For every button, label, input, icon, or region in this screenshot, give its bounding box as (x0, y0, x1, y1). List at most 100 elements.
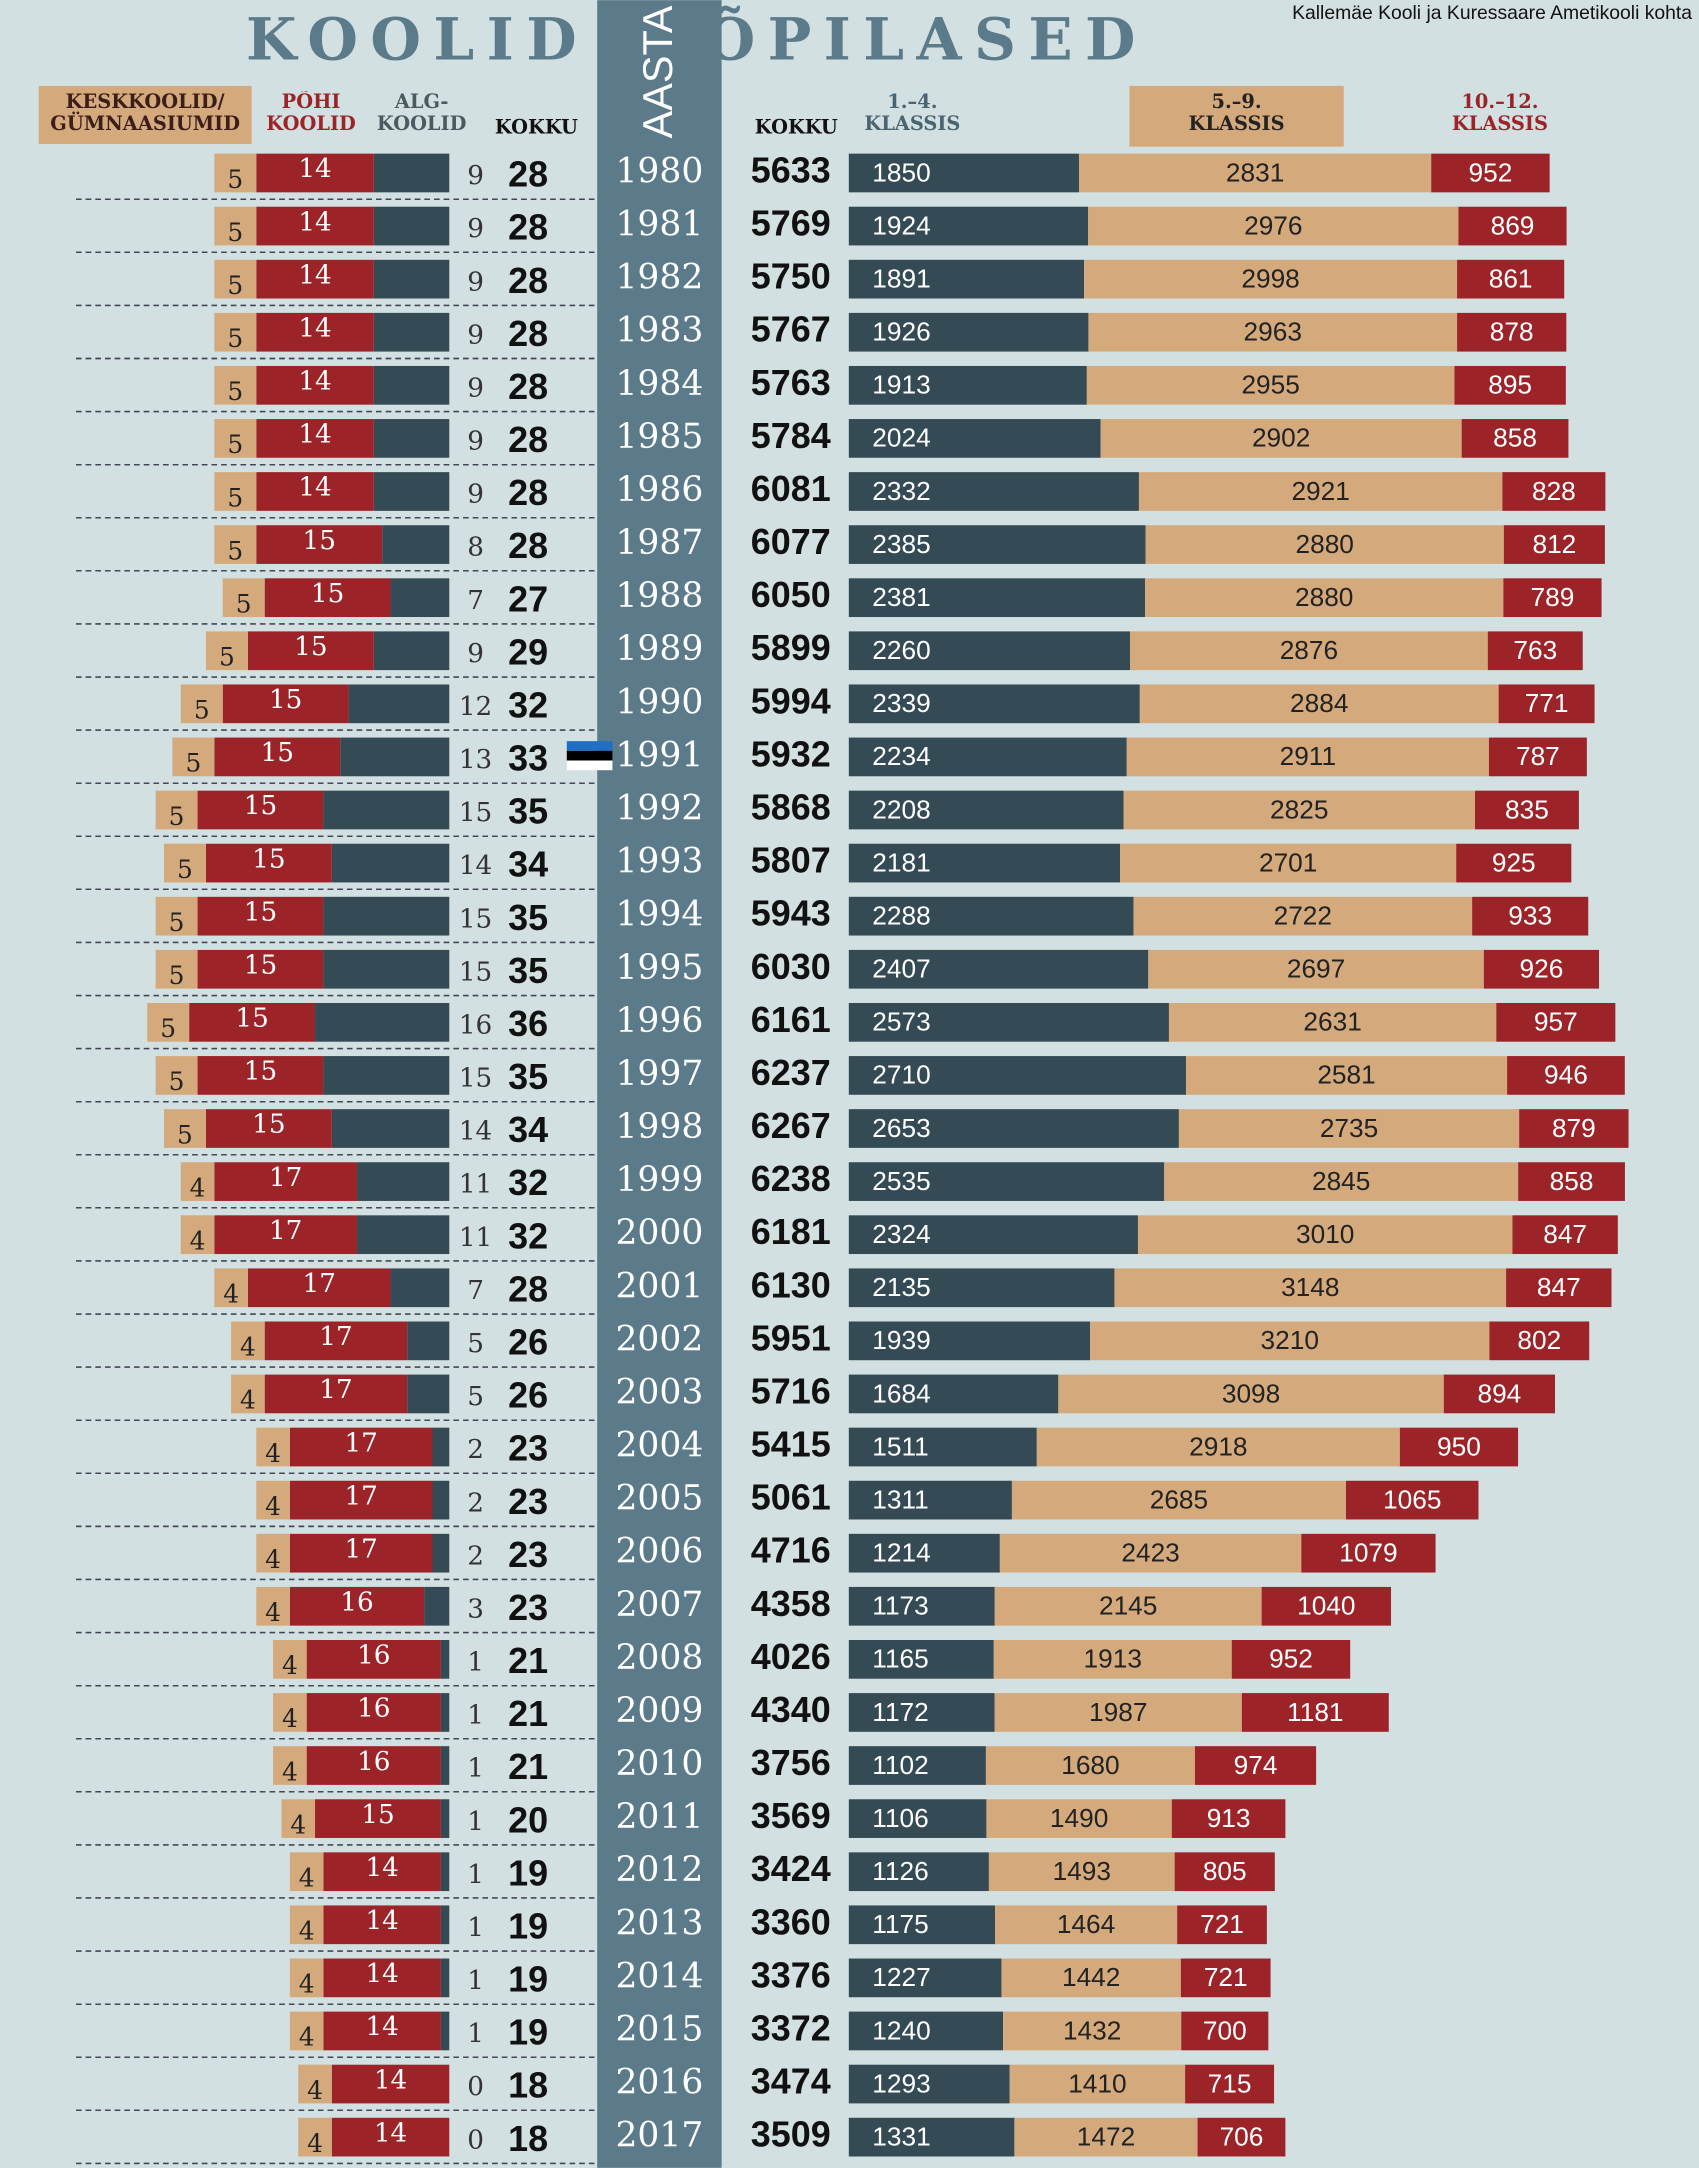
bar-segment (407, 1322, 449, 1361)
data-label: 3010 (1296, 1219, 1354, 1249)
year-label: 2008 (615, 1638, 703, 1678)
data-label: 15 (269, 685, 302, 715)
year-label: 1980 (615, 151, 703, 191)
total-label: 5769 (751, 203, 831, 244)
data-label: 14 (298, 473, 331, 503)
data-label: 12 (459, 692, 492, 722)
data-label: 895 (1488, 370, 1532, 400)
bar-segment (332, 1109, 449, 1148)
year-label: 2015 (615, 2009, 703, 2049)
total-label: 19 (508, 1905, 548, 1946)
data-label: 802 (1517, 1325, 1561, 1355)
total-label: 32 (508, 1162, 548, 1203)
data-label: 812 (1532, 529, 1576, 559)
data-label: 2288 (872, 900, 930, 930)
data-label: 2884 (1290, 688, 1348, 718)
year-label: 1995 (615, 948, 703, 988)
flag-stripe (567, 751, 613, 761)
data-label: 4 (265, 1598, 281, 1627)
total-label: 26 (508, 1375, 548, 1416)
data-label: 7 (467, 1276, 484, 1306)
total-label: 32 (508, 684, 548, 725)
total-label: 35 (508, 897, 548, 938)
totals-header: KOKKU (495, 116, 578, 139)
data-label: 4 (240, 1386, 256, 1415)
data-label: 5 (169, 802, 185, 831)
data-label: 9 (467, 214, 484, 244)
data-label: 1240 (872, 2015, 930, 2045)
data-label: 1 (467, 1807, 484, 1837)
data-label: 14 (298, 207, 331, 237)
bar-segment (433, 1534, 450, 1573)
total-label: 5415 (751, 1424, 831, 1465)
data-label: 17 (344, 1481, 377, 1511)
year-label: 1993 (615, 842, 703, 882)
bar-segment (357, 1162, 449, 1201)
data-label: 1490 (1050, 1803, 1108, 1833)
data-label: 2701 (1259, 847, 1317, 877)
data-label: 7 (467, 586, 484, 616)
data-label: 14 (298, 154, 331, 184)
data-label: 700 (1203, 2015, 1247, 2045)
data-label: 15 (361, 1800, 394, 1830)
total-label: 4026 (751, 1636, 831, 1677)
total-label: 28 (508, 1268, 548, 1309)
year-label: 1996 (615, 1001, 703, 1041)
data-label: 14 (459, 1117, 492, 1147)
year-label: 2000 (615, 1213, 703, 1253)
series-header: 10.–12. KLASSIS (1424, 91, 1576, 135)
data-label: 1 (467, 1966, 484, 1996)
bar-segment (433, 1481, 450, 1520)
year-label: 1990 (615, 682, 703, 722)
data-label: 721 (1204, 1962, 1248, 1992)
bar-segment (441, 1746, 449, 1785)
year-label: 1987 (615, 523, 703, 563)
data-label: 4 (265, 1492, 281, 1521)
year-column-title: AASTA (634, 5, 681, 138)
data-label: 5 (169, 1067, 185, 1096)
data-label: 16 (459, 1010, 492, 1040)
bar-segment (332, 844, 449, 883)
series-header-box: 10.–12. KLASSIS (1424, 91, 1576, 141)
bar-segment (374, 154, 450, 193)
bar-segment (441, 1852, 449, 1891)
data-label: 15 (459, 957, 492, 987)
bar-segment (340, 738, 449, 777)
bar-segment (374, 260, 450, 299)
total-label: 6077 (751, 521, 831, 562)
bar-segment (374, 419, 450, 458)
data-label: 17 (269, 1216, 302, 1246)
year-label: 1992 (615, 789, 703, 829)
data-label: 14 (365, 2012, 398, 2042)
bar-segment (441, 1959, 449, 1998)
data-label: 1472 (1077, 2121, 1135, 2151)
data-label: 2535 (872, 1166, 930, 1196)
bar-segment (441, 1693, 449, 1732)
series-header-box: PÕHI KOOLID (256, 91, 367, 141)
year-label: 2002 (615, 1319, 703, 1359)
bar-segment (323, 791, 449, 830)
bar-segment (407, 1375, 449, 1414)
series-header: 1.–4. KLASSIS (843, 91, 981, 135)
data-label: 1 (467, 1648, 484, 1678)
data-label: 5 (227, 165, 243, 194)
data-label: 4 (299, 1864, 315, 1893)
data-label: 2234 (872, 741, 930, 771)
total-label: 20 (508, 1799, 548, 1840)
series-header: ALG- KOOLID (366, 91, 477, 135)
total-label: 19 (508, 1852, 548, 1893)
data-label: 17 (344, 1428, 377, 1458)
data-label: 17 (269, 1163, 302, 1193)
data-label: 3210 (1261, 1325, 1319, 1355)
data-label: 17 (319, 1375, 352, 1405)
data-label: 2145 (1099, 1591, 1157, 1621)
data-label: 13 (459, 745, 492, 775)
bar-segment (315, 1003, 449, 1042)
data-label: 16 (357, 1641, 390, 1671)
data-label: 15 (303, 526, 336, 556)
year-label: 1989 (615, 629, 703, 669)
year-label: 2013 (615, 1903, 703, 1943)
data-label: 2735 (1320, 1113, 1378, 1143)
data-label: 2024 (872, 423, 930, 453)
data-label: 14 (374, 2118, 407, 2148)
